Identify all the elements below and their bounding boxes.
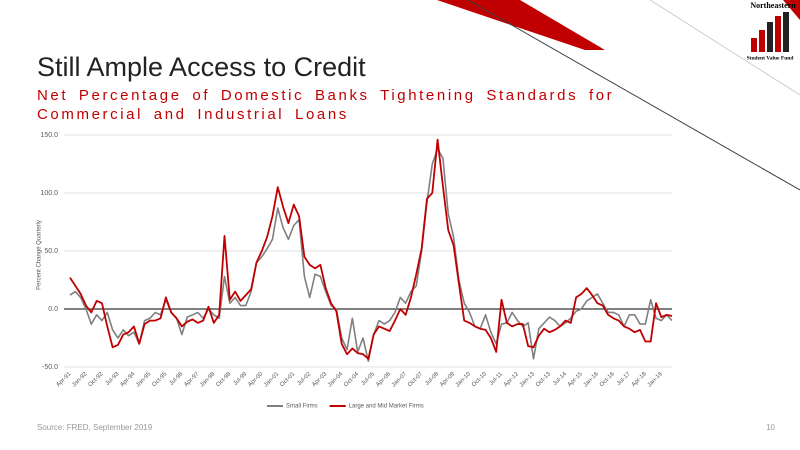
logo-subtitle: Student Value Fund	[747, 55, 794, 61]
x-tick-label: Jan-13	[519, 371, 537, 389]
decor-stripe	[437, 0, 605, 50]
x-tick-label: Apr-06	[375, 371, 392, 388]
logo-icon	[751, 12, 789, 52]
x-tick-label: Oct-10	[471, 371, 488, 388]
x-tick-label: Jul-93	[105, 371, 121, 387]
x-tick-label: Oct-95	[151, 371, 168, 388]
y-axis-label: Percent Change Quarterly	[37, 220, 43, 290]
x-tick-label: Oct-04	[343, 371, 360, 388]
legend-label: Large and Mid Market Firms	[349, 404, 424, 410]
x-tick-label: Oct-01	[279, 371, 296, 388]
x-tick-label: Oct-16	[599, 371, 616, 388]
x-tick-label: Jan-98	[199, 371, 217, 389]
slide-subtitle: Net Percentage of Domestic Banks Tighten…	[37, 87, 615, 123]
x-tick-label: Apr-91	[56, 371, 73, 388]
decor-line	[649, 0, 800, 96]
x-tick-label: Jul-17	[616, 371, 632, 387]
y-tick-label: 150.0	[40, 132, 58, 139]
x-tick-label: Apr-00	[247, 371, 264, 388]
x-tick-label: Oct-98	[215, 371, 232, 388]
x-tick-label: Jan-07	[391, 371, 409, 389]
x-tick-label: Jan-04	[327, 371, 345, 389]
x-tick-label: Jan-95	[135, 371, 153, 389]
series-line	[69, 138, 673, 360]
source: Source: FRED, September 2019	[37, 423, 153, 432]
decor-corner	[783, 0, 800, 20]
x-tick-label: Jul-96	[169, 371, 185, 387]
page-number: 10	[766, 423, 775, 432]
x-tick-label: Jan-16	[583, 371, 601, 389]
y-tick-label: -50.0	[42, 364, 58, 371]
logo-name: Northeastern	[750, 1, 796, 10]
x-tick-label: Apr-15	[567, 371, 584, 388]
y-tick-label: 100.0	[40, 190, 58, 197]
x-tick-label: Apr-94	[119, 371, 136, 388]
x-tick-label: Apr-09	[439, 371, 456, 388]
x-tick-label: Oct-92	[88, 371, 105, 388]
x-tick-label: Jan-92	[71, 371, 89, 389]
y-tick-label: 50.0	[44, 248, 58, 255]
x-tick-label: Apr-03	[311, 371, 328, 388]
x-tick-label: Jan-01	[263, 371, 281, 389]
x-tick-label: Jul-14	[552, 371, 568, 387]
x-tick-label: Oct-13	[535, 371, 552, 388]
x-tick-label: Apr-12	[503, 371, 520, 388]
series-line	[69, 148, 673, 362]
slide-title: Still Ample Access to Credit	[37, 52, 366, 82]
x-tick-label: Oct-07	[407, 371, 424, 388]
x-tick-label: Jul-05	[360, 371, 376, 387]
x-tick-label: Jul-08	[424, 371, 440, 387]
decor-line	[467, 0, 800, 191]
x-tick-label: Jan-19	[647, 371, 665, 389]
subtitle-box: Net Percentage of Domestic Banks Tighten…	[37, 87, 615, 123]
x-tick-label: Jul-02	[296, 371, 312, 387]
x-tick-label: Apr-18	[631, 371, 648, 388]
y-tick-label: 0.0	[48, 306, 58, 313]
x-tick-label: Jan-10	[455, 371, 473, 389]
x-tick-label: Apr-97	[183, 371, 200, 388]
legend-label: Small Firms	[286, 404, 318, 410]
x-tick-label: Jul-99	[233, 371, 249, 387]
